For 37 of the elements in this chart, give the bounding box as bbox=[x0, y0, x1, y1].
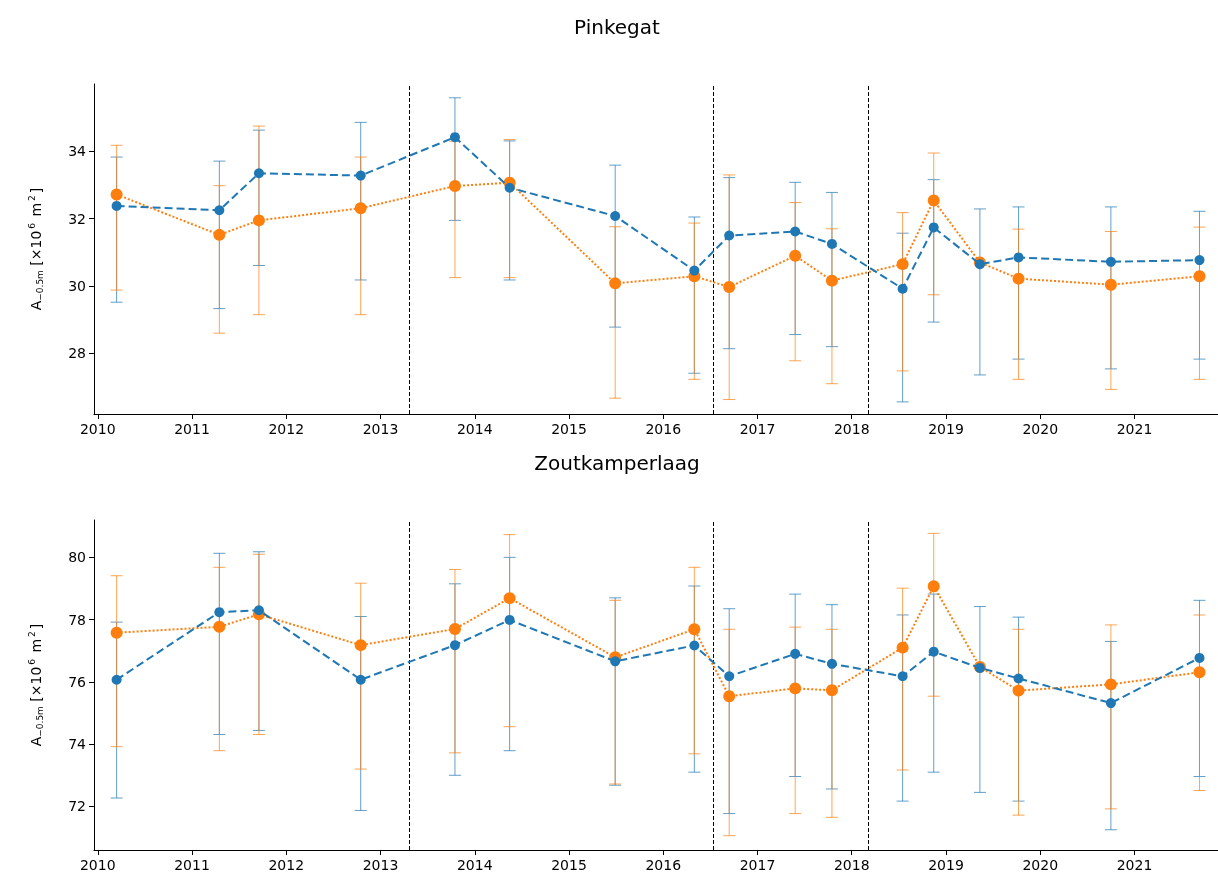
y-tick-label: 30 bbox=[68, 278, 86, 295]
x-tick-label: 2010 bbox=[79, 857, 116, 873]
x-tick-label: 2017 bbox=[739, 421, 776, 437]
x-tick-label: 2015 bbox=[551, 857, 587, 873]
x-tick-label: 2019 bbox=[928, 421, 964, 437]
x-tick-label: 2020 bbox=[1022, 857, 1059, 873]
x-tick-label: 2014 bbox=[456, 857, 493, 873]
y-tick-label: 34 bbox=[68, 143, 87, 160]
x-tick-label: 2020 bbox=[1022, 421, 1059, 437]
x-tick-label: 2012 bbox=[268, 421, 305, 437]
chart-title: Zoutkamperlaag bbox=[534, 451, 700, 475]
x-tick-label: 2013 bbox=[362, 857, 399, 873]
x-tick-label: 2016 bbox=[645, 857, 682, 873]
chart-title: Pinkegat bbox=[574, 15, 661, 39]
x-tick-label: 2016 bbox=[645, 421, 682, 437]
x-tick-label: 2018 bbox=[833, 421, 870, 437]
x-tick-label: 2013 bbox=[362, 421, 399, 437]
y-tick-label: 32 bbox=[68, 210, 86, 227]
x-tick-label: 2010 bbox=[79, 421, 116, 437]
y-axis-title: A−0.5m [×106 m2] bbox=[26, 187, 45, 311]
x-tick-label: 2021 bbox=[1116, 421, 1153, 437]
x-tick-label: 2017 bbox=[739, 857, 776, 873]
x-tick-label: 2019 bbox=[928, 857, 964, 873]
y-tick-label: 74 bbox=[68, 736, 87, 753]
y-tick-label: 80 bbox=[68, 549, 86, 566]
x-tick-label: 2011 bbox=[174, 421, 210, 437]
y-tick-label: 72 bbox=[68, 798, 86, 815]
y-tick-label: 78 bbox=[68, 611, 86, 628]
x-tick-label: 2011 bbox=[174, 857, 210, 873]
x-tick-label: 2015 bbox=[551, 421, 587, 437]
x-tick-label: 2012 bbox=[268, 857, 305, 873]
y-tick-label: 76 bbox=[68, 673, 87, 690]
y-tick-label: 28 bbox=[68, 345, 86, 362]
y-axis-title: A−0.5m [×106 m2] bbox=[26, 623, 45, 747]
x-tick-label: 2014 bbox=[456, 421, 493, 437]
x-tick-label: 2021 bbox=[1116, 857, 1153, 873]
x-tick-label: 2018 bbox=[833, 857, 870, 873]
